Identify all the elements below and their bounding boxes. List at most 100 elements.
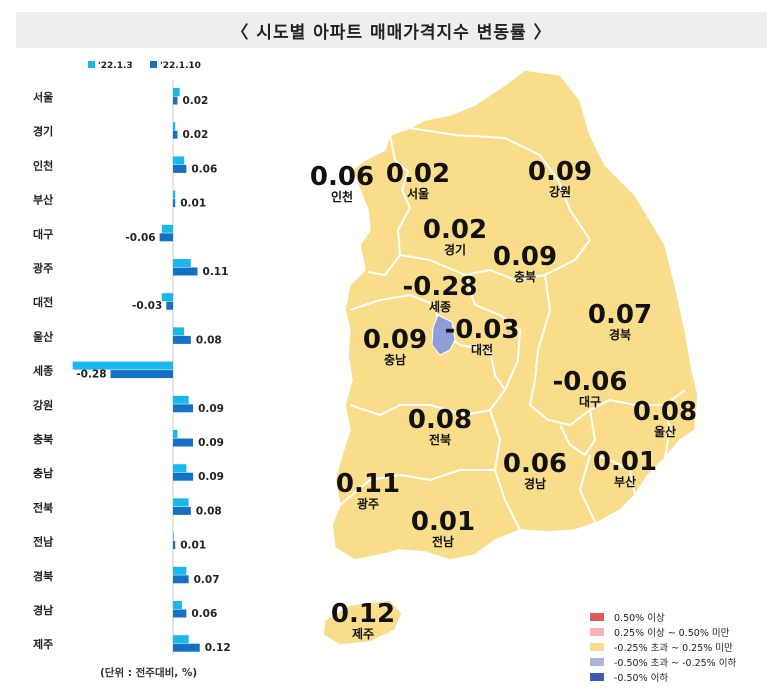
map-value: 0.06 — [503, 449, 567, 479]
map-region-label: 울산 — [654, 424, 676, 439]
map-region-label: 광주 — [357, 496, 379, 511]
bar-series-2 — [173, 575, 189, 584]
map-value: 0.12 — [331, 599, 395, 629]
legend-swatch — [590, 673, 604, 681]
bar-series-2 — [173, 199, 176, 208]
data-label: 0.01 — [180, 198, 206, 210]
map-value: 0.08 — [633, 397, 697, 427]
legend-swatch-0 — [88, 61, 95, 68]
bar-series-2 — [173, 506, 191, 515]
jeju-shape — [322, 599, 403, 646]
bar-series-2 — [173, 335, 191, 344]
data-label: 0.08 — [196, 505, 222, 517]
legend-swatch — [590, 658, 604, 666]
bar-series-1 — [173, 259, 191, 267]
category-label: 광주 — [33, 262, 53, 275]
map-value: 0.02 — [386, 159, 450, 189]
mainland-shape — [331, 69, 699, 561]
region-borders — [339, 127, 686, 531]
bar-series-1 — [173, 498, 189, 507]
legend-label: -0.25% 초과 ~ 0.25% 미만 — [614, 643, 733, 654]
map-value: 0.01 — [411, 507, 475, 537]
category-label: 전북 — [33, 500, 53, 514]
bar-series-1 — [173, 601, 182, 609]
legend-item: -0.50% 초과 ~ -0.25% 이하 — [590, 655, 775, 669]
data-label: 0.09 — [198, 437, 224, 449]
bar-series-1 — [173, 88, 180, 96]
map-value: -0.28 — [403, 272, 478, 302]
category-label: 충남 — [33, 466, 53, 480]
legend-label: -0.50% 이하 — [614, 673, 669, 684]
data-label: 0.09 — [198, 403, 224, 415]
bar-series-1 — [173, 156, 185, 165]
bar-series-1 — [173, 635, 189, 644]
unit-note: (단위 : 전주대비, %) — [100, 667, 198, 679]
data-label: -0.03 — [132, 300, 162, 312]
map-region-label: 충남 — [384, 352, 406, 367]
map-value: 0.06 — [310, 162, 374, 192]
bar-series-2 — [173, 267, 198, 276]
map-region-label: 대구 — [579, 395, 601, 409]
legend-swatch — [590, 628, 604, 636]
legend-label: 0.50% 이상 — [614, 613, 665, 624]
map-value: 0.07 — [588, 300, 652, 330]
bar-series-2 — [166, 301, 173, 310]
map-region-label: 부산 — [614, 474, 636, 489]
bar-series-1 — [173, 532, 174, 541]
data-label: 0.01 — [180, 540, 206, 552]
category-label: 전남 — [33, 535, 53, 549]
category-label: 서울 — [33, 90, 53, 104]
legend-label-1: '22.1.10 — [160, 61, 201, 71]
category-label: 세종 — [33, 364, 53, 378]
map-region-label: 전남 — [432, 534, 454, 549]
map-region-label: 경북 — [609, 328, 631, 342]
data-label: 0.08 — [196, 334, 222, 346]
bar-series-2 — [173, 164, 187, 173]
map-region-label: 전북 — [429, 432, 451, 447]
bar-series-2 — [110, 370, 173, 379]
category-label: 인천 — [33, 158, 53, 172]
bar-series-1 — [173, 122, 176, 131]
data-label: 0.02 — [182, 129, 208, 141]
category-label: 충북 — [33, 432, 53, 446]
legend-item: 0.50% 이상 — [590, 610, 775, 624]
bar-series-1 — [72, 361, 173, 370]
bar-series-2 — [173, 130, 178, 139]
map-region-label: 제주 — [352, 627, 374, 641]
bar-series-2 — [173, 541, 176, 550]
bar-series-2 — [173, 609, 187, 618]
bar-series-1 — [173, 566, 187, 575]
map-value: 0.02 — [423, 215, 487, 245]
map-value: 0.01 — [593, 447, 657, 477]
map-region-label: 경기 — [444, 242, 466, 257]
data-label: 0.06 — [191, 163, 217, 175]
data-label: 0.06 — [191, 608, 217, 620]
data-label: 0.02 — [182, 95, 208, 107]
bar-series-2 — [173, 643, 200, 652]
map-value: -0.03 — [445, 315, 520, 345]
map-region-label: 경남 — [524, 476, 546, 491]
bar-series-1 — [161, 224, 173, 233]
bar-series-1 — [161, 293, 173, 302]
bar-series-1 — [173, 430, 178, 438]
bar-series-1 — [173, 395, 189, 404]
map-legend: 0.50% 이상 0.25% 이상 ~ 0.50% 미만 -0.25% 초과 ~ 0… — [590, 610, 775, 685]
map-value: -0.06 — [553, 367, 628, 397]
category-label: 제주 — [33, 637, 53, 651]
bar-series-2 — [173, 96, 178, 105]
bar-series-2 — [173, 404, 194, 413]
legend-item: 0.25% 이상 ~ 0.50% 미만 — [590, 625, 775, 639]
category-label: 경북 — [33, 569, 53, 583]
bar-series-1 — [173, 464, 187, 473]
map-region-label: 인천 — [331, 189, 353, 204]
legend-swatch-1 — [150, 61, 157, 68]
legend-label: -0.50% 초과 ~ -0.25% 이하 — [614, 658, 737, 669]
bar-series-2 — [159, 233, 173, 242]
bar-chart: '22.1.3 '22.1.10 서울 0.02 경기 0.02 인천 0.06 부산 0.01 대… — [33, 61, 231, 655]
map-value: 0.09 — [493, 242, 557, 272]
bar-series-2 — [173, 438, 194, 447]
data-label: -0.28 — [76, 369, 106, 381]
chart-title: 〈 시도별 아파트 매매가격지수 변동률 〉 — [16, 12, 767, 48]
bar-series-1 — [173, 327, 185, 336]
